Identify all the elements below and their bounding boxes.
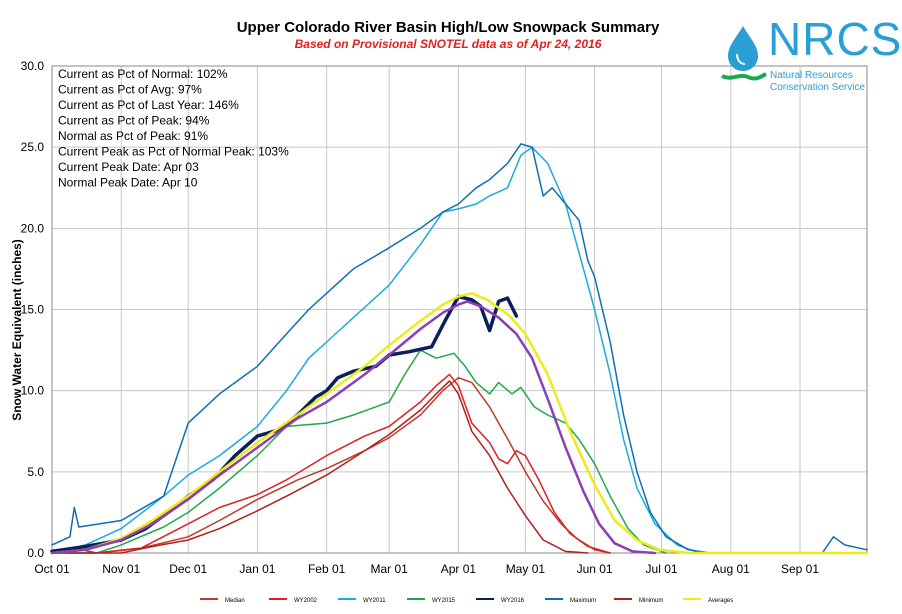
x-tick-label: Aug 01 bbox=[712, 562, 750, 576]
y-axis: 0.0 5.0 10.0 15.0 20.0 25.0 30.0 bbox=[21, 59, 45, 560]
logo-subtitle: Natural Resources Conservation Service bbox=[770, 70, 865, 94]
legend-label: WY2016 bbox=[501, 598, 525, 604]
legend-label: WY2015 bbox=[432, 598, 456, 604]
x-tick-label: May 01 bbox=[506, 562, 546, 576]
x-tick-label: Jul 01 bbox=[646, 562, 678, 576]
gridlines bbox=[52, 66, 867, 553]
chart-subtitle: Based on Provisional SNOTEL data as of A… bbox=[295, 37, 602, 51]
x-tick-label: Sep 01 bbox=[781, 562, 819, 576]
logo-wordmark: NRCS bbox=[768, 13, 902, 65]
logo-line-1: Natural Resources bbox=[770, 70, 853, 81]
x-tick-label: Nov 01 bbox=[102, 562, 140, 576]
stats-line: Normal as Pct of Peak: 91% bbox=[58, 129, 208, 143]
series-line-median bbox=[50, 300, 657, 555]
series-line-wy2011 bbox=[51, 146, 701, 554]
stats-line: Current as Pct of Peak: 94% bbox=[58, 114, 210, 128]
water-drop-icon bbox=[721, 26, 767, 81]
y-tick-label: 5.0 bbox=[27, 465, 44, 479]
y-tick-label: 20.0 bbox=[21, 221, 45, 235]
legend-label: WY2002 bbox=[294, 598, 318, 604]
series-line-median bbox=[51, 376, 611, 554]
legend-label: Median bbox=[225, 598, 245, 604]
x-tick-label: Mar 01 bbox=[370, 562, 408, 576]
y-tick-label: 30.0 bbox=[21, 59, 45, 73]
stats-line: Current as Pct of Avg: 97% bbox=[58, 83, 202, 97]
legend-label: Averages bbox=[708, 598, 733, 604]
x-tick-label: Feb 01 bbox=[308, 562, 346, 576]
stats-box: Current as Pct of Normal: 102% Current as… bbox=[58, 67, 289, 190]
series-line-maximum bbox=[51, 143, 868, 554]
x-axis: Oct 01 Nov 01 Dec 01 Jan 01 Feb 01 Mar 01 Apr … bbox=[34, 562, 819, 576]
y-tick-label: 0.0 bbox=[27, 546, 44, 560]
stats-line: Current as Pct of Last Year: 146% bbox=[58, 98, 239, 112]
chart-title: Upper Colorado River Basin High/Low Snow… bbox=[237, 19, 660, 36]
series-line-averages bbox=[50, 292, 869, 555]
stats-line: Normal Peak Date: Apr 10 bbox=[58, 176, 198, 190]
legend-label: WY2011 bbox=[363, 598, 386, 604]
stats-line: Current Peak Date: Apr 03 bbox=[58, 160, 199, 174]
series-line-minimum bbox=[51, 380, 589, 554]
x-tick-label: Dec 01 bbox=[169, 562, 207, 576]
y-tick-label: 25.0 bbox=[21, 140, 45, 154]
series-lines bbox=[50, 143, 869, 555]
y-tick-label: 15.0 bbox=[21, 303, 45, 317]
y-tick-label: 10.0 bbox=[21, 384, 45, 398]
legend: Median WY2002 WY2011 WY2015 WY2016 Maximum Min… bbox=[200, 598, 733, 604]
plot-area-border bbox=[51, 65, 868, 554]
x-tick-label: Oct 01 bbox=[34, 562, 70, 576]
x-tick-label: Apr 01 bbox=[441, 562, 477, 576]
stats-line: Current Peak as Pct of Normal Peak: 103% bbox=[58, 145, 289, 159]
stats-line: Current as Pct of Normal: 102% bbox=[58, 67, 228, 81]
legend-label: Minimum bbox=[639, 598, 663, 604]
x-tick-label: Jun 01 bbox=[577, 562, 613, 576]
x-tick-label: Jan 01 bbox=[239, 562, 275, 576]
legend-label: Maximum bbox=[570, 598, 596, 604]
y-axis-label: Snow Water Equivalent (inches) bbox=[10, 239, 24, 421]
series-line-wy2015 bbox=[51, 349, 667, 554]
logo-line-2: Conservation Service bbox=[770, 82, 866, 93]
series-line-wy2002 bbox=[51, 373, 611, 554]
